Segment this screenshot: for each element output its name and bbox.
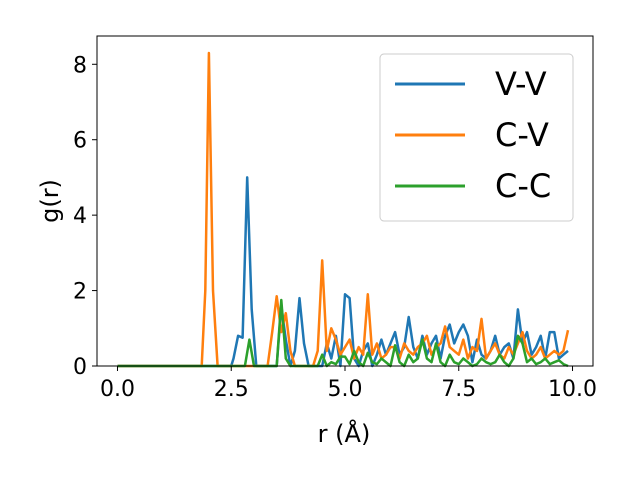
legend-label: C-V — [495, 116, 549, 154]
legend-label: V-V — [495, 65, 547, 103]
x-tick-label: 0.0 — [100, 377, 135, 402]
x-tick-label: 5.0 — [328, 377, 363, 402]
series-layer — [117, 51, 570, 368]
y-tick-label: 6 — [73, 129, 87, 154]
legend-box — [379, 53, 574, 222]
x-axis-label: r (Å) — [318, 419, 371, 448]
series-line-3 — [117, 298, 569, 368]
legend: V-V C-V C-C — [379, 53, 574, 222]
x-axis: 0.0 2.5 5.0 7.5 10.0 — [100, 366, 597, 402]
x-tick-label: 2.5 — [214, 377, 249, 402]
y-axis-label: g(r) — [36, 179, 64, 223]
y-tick-label: 0 — [73, 355, 87, 380]
y-tick-label: 2 — [73, 280, 87, 305]
y-axis: 0 2 4 6 8 — [73, 53, 97, 380]
x-tick-label: 7.5 — [441, 377, 476, 402]
y-tick-label: 4 — [73, 204, 87, 229]
y-tick-label: 8 — [73, 53, 87, 78]
x-tick-label: 10.0 — [548, 377, 597, 402]
legend-label: C-C — [495, 167, 551, 205]
